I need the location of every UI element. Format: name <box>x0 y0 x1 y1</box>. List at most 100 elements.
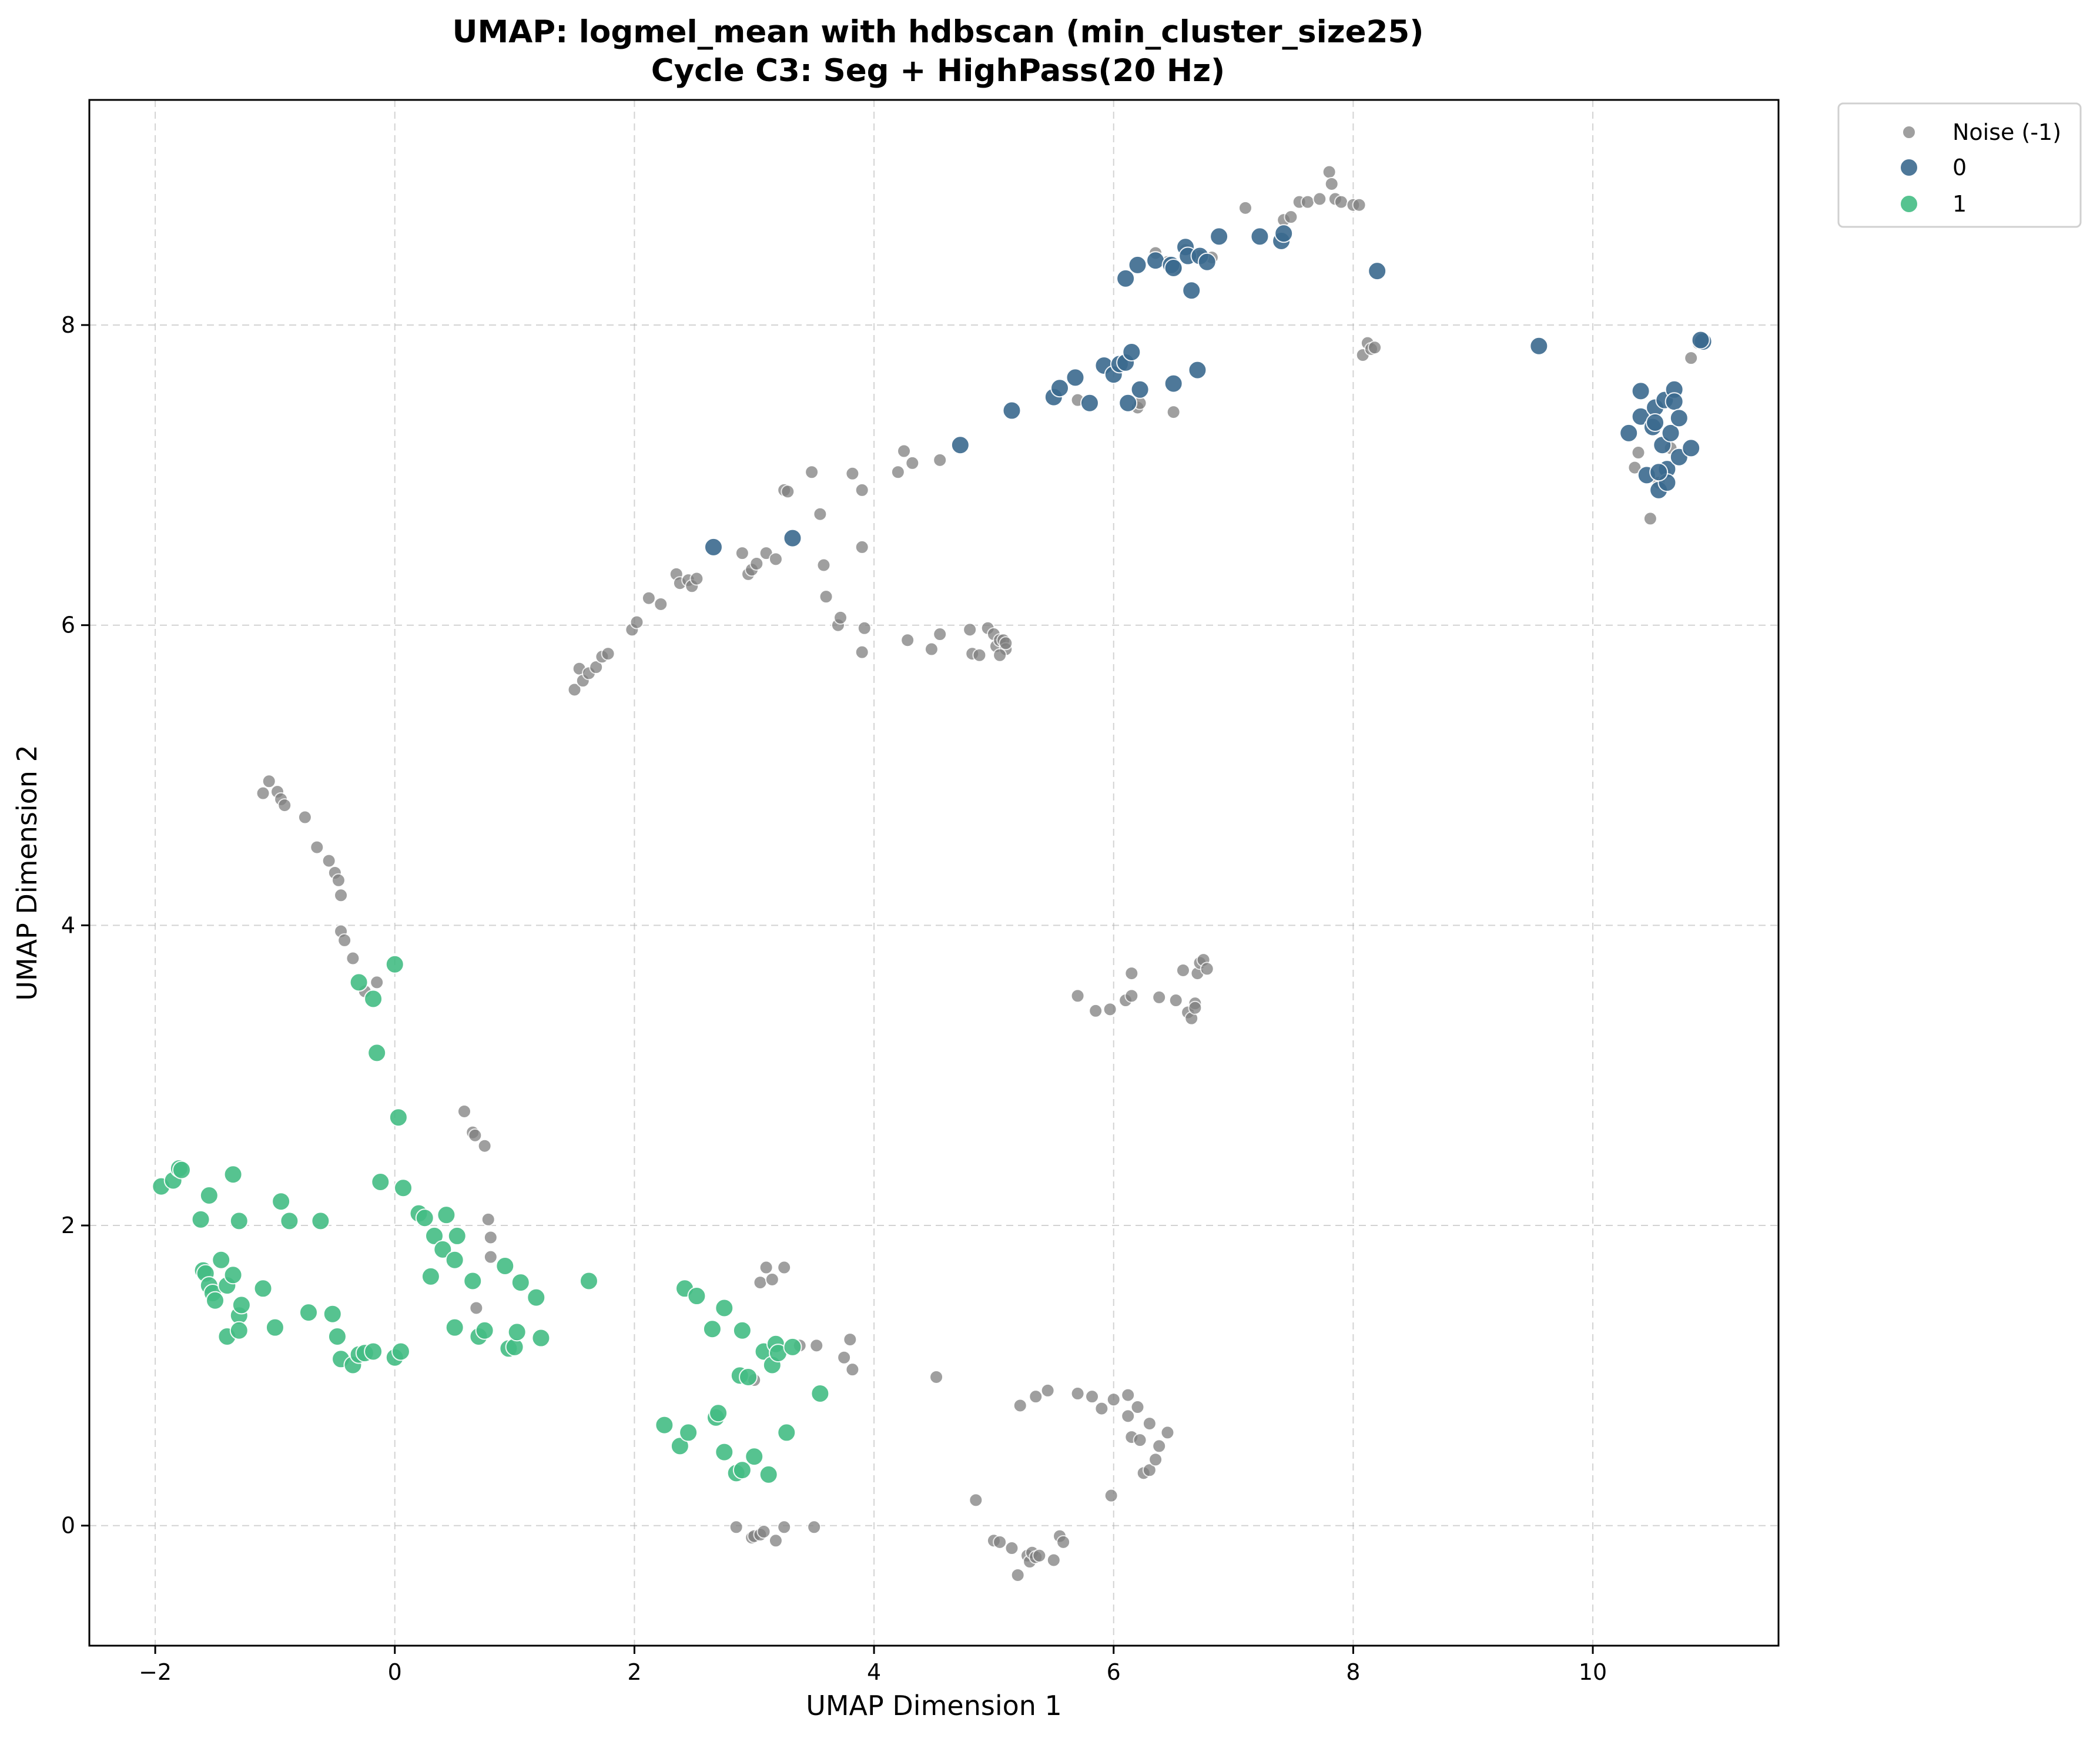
noise-point <box>1200 962 1214 976</box>
cluster-1-point <box>280 1211 299 1231</box>
cluster-1-point <box>253 1279 273 1298</box>
cluster-1-point <box>447 1226 467 1245</box>
noise-point <box>1088 1003 1103 1018</box>
cluster-1-point <box>327 1327 347 1346</box>
noise-point <box>819 590 833 604</box>
cluster-0-point <box>1002 401 1021 420</box>
cluster-1-point <box>527 1288 546 1307</box>
cluster-1-point <box>783 1337 802 1357</box>
cluster-1-point <box>364 1342 383 1361</box>
cluster-1-point <box>655 1415 674 1435</box>
cluster-1-point <box>679 1423 698 1442</box>
noise-point <box>1334 195 1349 209</box>
x-tick-label-3: 4 <box>867 1659 881 1685</box>
cluster-0-point <box>1130 380 1150 399</box>
noise-point <box>483 1230 498 1245</box>
cluster-0-point <box>1146 251 1165 270</box>
noise-point <box>1070 1386 1085 1401</box>
noise-point <box>321 853 336 868</box>
noise-point <box>1121 1388 1136 1402</box>
noise-point <box>900 633 915 648</box>
cluster-1-point <box>715 1442 734 1462</box>
cluster-0-point <box>1164 258 1183 277</box>
cluster-0-point <box>1188 360 1207 380</box>
cluster-1-point <box>229 1211 249 1231</box>
noise-point <box>1142 1463 1157 1478</box>
cluster-1-point <box>810 1384 830 1404</box>
noise-point <box>256 786 270 801</box>
cluster-1-point <box>191 1210 210 1229</box>
x-tick-label-6: 10 <box>1579 1659 1607 1685</box>
cluster-1-point <box>232 1295 251 1315</box>
noise-point <box>857 621 872 635</box>
noise-point <box>805 465 819 480</box>
cluster-0-point <box>1274 224 1294 243</box>
x-tick-label-1: 0 <box>388 1659 402 1685</box>
cluster-1-point <box>702 1319 722 1339</box>
cluster-0-point <box>1646 413 1665 432</box>
chart-title: UMAP: logmel_mean with hdbscan (min_clus… <box>452 14 1424 50</box>
x-axis-label: UMAP Dimension 1 <box>806 1690 1062 1721</box>
noise-point <box>845 1362 860 1377</box>
cluster-1-point <box>394 1178 413 1198</box>
y-tick-label-3: 6 <box>61 612 75 638</box>
noise-point <box>483 1250 498 1264</box>
noise-point <box>1104 1488 1118 1503</box>
noise-point <box>1121 1409 1136 1424</box>
noise-point <box>972 648 987 662</box>
y-tick-label-0: 0 <box>61 1513 75 1539</box>
x-tick-label-5: 8 <box>1346 1659 1360 1685</box>
cluster-0-point <box>704 537 723 557</box>
noise-point <box>337 933 352 947</box>
noise-point <box>1094 1401 1109 1416</box>
noise-point <box>262 774 276 789</box>
y-tick-label-2: 4 <box>61 912 75 938</box>
y-axis-label: UMAP Dimension 2 <box>11 745 43 1001</box>
cluster-1-point <box>223 1165 243 1184</box>
plot-frame <box>88 99 1780 1647</box>
cluster-1-point <box>445 1318 464 1337</box>
cluster-0-point <box>1619 423 1639 443</box>
cluster-1-point <box>437 1205 456 1225</box>
cluster-0-point <box>950 436 970 455</box>
noise-point <box>689 571 704 586</box>
legend-label-noise: Noise (-1) <box>1952 119 2061 145</box>
noise-point <box>933 627 947 642</box>
cluster-0-point <box>1197 252 1217 272</box>
cluster-0-point <box>1118 393 1138 413</box>
noise-point <box>753 1275 768 1290</box>
noise-point <box>969 1493 983 1508</box>
cluster-1-point <box>265 1318 284 1337</box>
noise-point <box>1166 405 1181 420</box>
noise-point <box>765 1272 779 1287</box>
cluster-1-point <box>745 1447 764 1466</box>
cluster-1-point <box>579 1271 598 1291</box>
noise-point <box>1631 446 1646 460</box>
cluster-1-point <box>367 1043 387 1063</box>
noise-point <box>759 1260 773 1275</box>
noise-point <box>629 615 644 629</box>
noise-point <box>1106 1392 1121 1407</box>
noise-point <box>477 1138 492 1153</box>
cluster-0-point <box>1250 227 1270 246</box>
cluster-1-point <box>323 1304 342 1324</box>
cluster-1-point <box>715 1298 734 1318</box>
cluster-1-point <box>415 1208 434 1228</box>
cluster-0-point <box>1529 336 1549 356</box>
noise-point <box>468 1128 483 1143</box>
legend-marker-cluster-0 <box>1900 158 1918 177</box>
cluster-1-point <box>388 1108 408 1127</box>
noise-point <box>813 507 828 521</box>
cluster-1-point <box>495 1256 515 1275</box>
cluster-1-point <box>433 1240 453 1259</box>
noise-point <box>297 810 312 825</box>
cluster-0-point <box>1631 381 1650 401</box>
noise-point <box>1124 966 1139 981</box>
cluster-1-point <box>739 1367 758 1386</box>
cluster-1-point <box>759 1465 778 1484</box>
noise-point <box>1103 1002 1117 1017</box>
noise-point <box>1040 1383 1055 1398</box>
cluster-1-point <box>425 1226 444 1245</box>
noise-point <box>469 1301 484 1315</box>
